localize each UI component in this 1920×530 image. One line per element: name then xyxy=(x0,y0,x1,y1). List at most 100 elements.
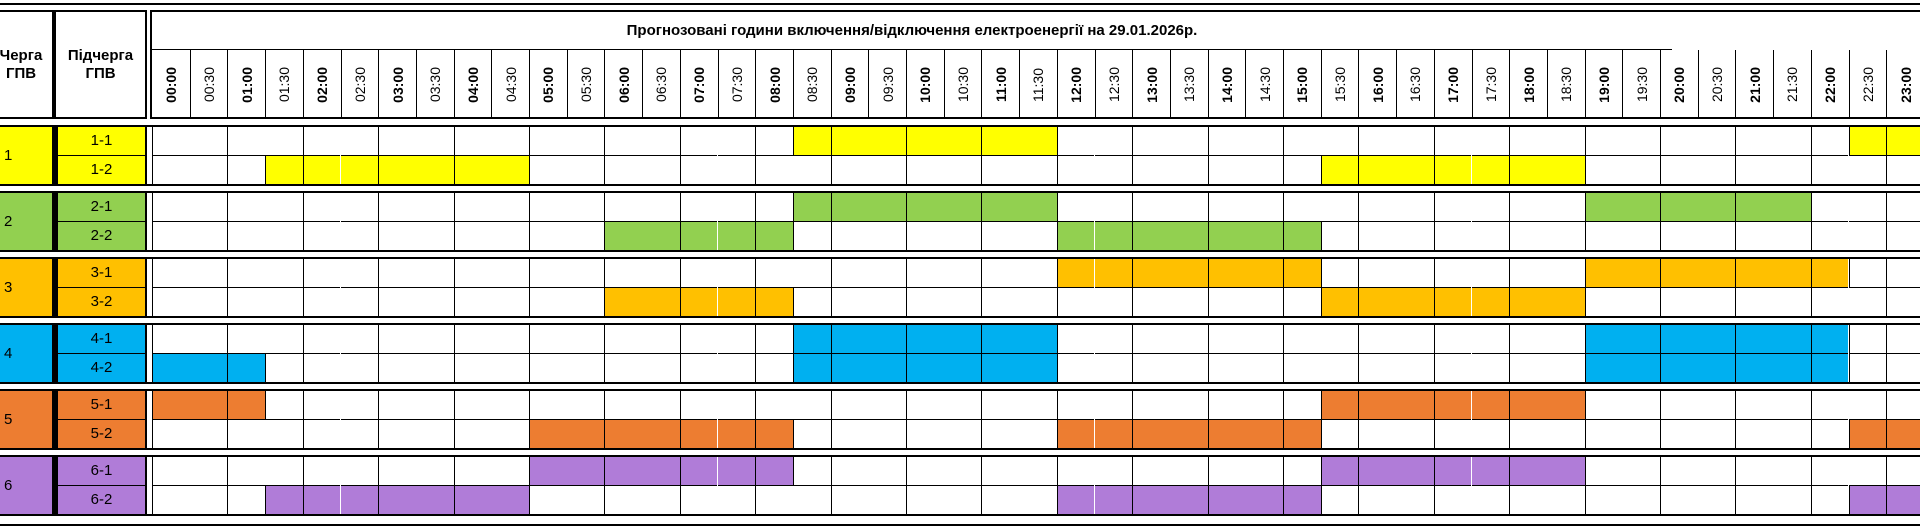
time-cell: 09:00 xyxy=(830,50,869,119)
slot-cell xyxy=(1622,353,1660,382)
slot-cell xyxy=(981,221,1020,250)
slot-cell xyxy=(868,193,906,222)
slot-cell xyxy=(453,193,492,222)
slot-cell xyxy=(1132,221,1170,250)
slot-cell xyxy=(1848,127,1887,156)
slot-cell xyxy=(1094,287,1133,316)
slot-cell xyxy=(453,127,492,156)
slot-cell xyxy=(1773,259,1811,288)
slot-cell xyxy=(227,127,266,156)
slot-cell xyxy=(1735,391,1774,420)
slot-cell xyxy=(1735,325,1774,354)
slot-cell xyxy=(491,353,529,382)
slot-cell xyxy=(1773,325,1811,354)
slot-cell xyxy=(1546,485,1585,514)
slot-cell xyxy=(1283,325,1321,354)
slot-cell xyxy=(868,287,906,316)
slot-cell xyxy=(906,287,944,316)
slot-cell xyxy=(302,485,341,514)
slot-cell xyxy=(1584,127,1623,156)
slot-cell xyxy=(529,193,567,222)
slot-cell xyxy=(679,221,718,250)
slot-cell xyxy=(453,485,492,514)
time-label: 12:30 xyxy=(1105,66,1122,103)
slot-cell xyxy=(1207,127,1246,156)
slot-cell xyxy=(1019,419,1057,448)
slot-cell xyxy=(1697,287,1736,316)
slot-cell xyxy=(1245,221,1283,250)
slot-cell xyxy=(1358,391,1397,420)
slot-cell xyxy=(378,221,416,250)
slot-cell xyxy=(1433,193,1472,222)
slot-cell xyxy=(1132,391,1170,420)
slot-cell xyxy=(1019,193,1057,222)
slot-cell xyxy=(1886,485,1920,514)
slot-cell xyxy=(491,221,529,250)
slot-cell xyxy=(265,325,303,354)
queue-label: 1 xyxy=(0,125,54,186)
slot-cell xyxy=(1584,325,1623,354)
slot-cell xyxy=(453,457,492,486)
slot-cell xyxy=(1056,287,1095,316)
slot-cell xyxy=(906,457,944,486)
time-cell: 18:00 xyxy=(1509,50,1547,119)
slot-cell xyxy=(1094,485,1133,514)
group-frame xyxy=(54,125,1920,186)
slot-cell xyxy=(1358,353,1397,382)
slot-cell xyxy=(906,485,944,514)
slot-cell xyxy=(792,353,831,382)
slot-cell xyxy=(830,419,869,448)
time-label: 16:30 xyxy=(1407,66,1424,103)
slot-cell xyxy=(830,193,869,222)
slot-cell xyxy=(830,259,869,288)
time-cell: 09:30 xyxy=(868,50,906,119)
time-cell: 08:30 xyxy=(792,50,831,119)
slot-cell xyxy=(1056,193,1095,222)
slot-cell xyxy=(265,155,303,184)
time-label: 02:30 xyxy=(351,66,368,103)
slot-cell xyxy=(1546,457,1585,486)
slot-cell xyxy=(340,127,379,156)
slot-cell xyxy=(566,419,605,448)
slot-cell xyxy=(679,325,718,354)
slot-cell xyxy=(1358,457,1397,486)
slot-cell xyxy=(1358,221,1397,250)
slot-cell xyxy=(1019,391,1057,420)
time-label: 19:00 xyxy=(1595,66,1612,103)
slot-cell xyxy=(1660,419,1698,448)
slot-cell xyxy=(1848,193,1887,222)
slot-cell xyxy=(1848,259,1887,288)
slot-cell xyxy=(642,221,680,250)
slot-cell xyxy=(642,457,680,486)
slot-cell xyxy=(1132,353,1170,382)
slot-cell xyxy=(378,259,416,288)
slot-cell xyxy=(1810,391,1849,420)
slot-cell xyxy=(1509,457,1547,486)
slot-cell xyxy=(755,353,793,382)
slot-cell xyxy=(1132,485,1170,514)
slot-cell xyxy=(1433,485,1472,514)
time-header: Прогнозовані години включення/відключенн… xyxy=(150,10,1920,119)
slot-cell xyxy=(1773,353,1811,382)
slot-cell xyxy=(1019,287,1057,316)
slot-cell xyxy=(1509,485,1547,514)
slot-cell xyxy=(1396,419,1434,448)
time-cell: 22:00 xyxy=(1810,50,1849,119)
slot-cell xyxy=(1320,221,1359,250)
slot-cell xyxy=(491,457,529,486)
time-label: 15:30 xyxy=(1332,66,1349,103)
slot-cell xyxy=(152,485,190,514)
slot-cell xyxy=(1660,353,1698,382)
slot-cell xyxy=(1471,221,1510,250)
slot-cell xyxy=(1471,353,1510,382)
slot-cell xyxy=(1697,325,1736,354)
slot-cell xyxy=(302,127,341,156)
slot-cell xyxy=(1735,259,1774,288)
slot-cell xyxy=(189,193,228,222)
slot-cell xyxy=(529,391,567,420)
slot-cell xyxy=(943,259,982,288)
slot-cell xyxy=(1546,287,1585,316)
slot-cell xyxy=(792,127,831,156)
slot-cell xyxy=(1735,155,1774,184)
slot-cell xyxy=(265,353,303,382)
